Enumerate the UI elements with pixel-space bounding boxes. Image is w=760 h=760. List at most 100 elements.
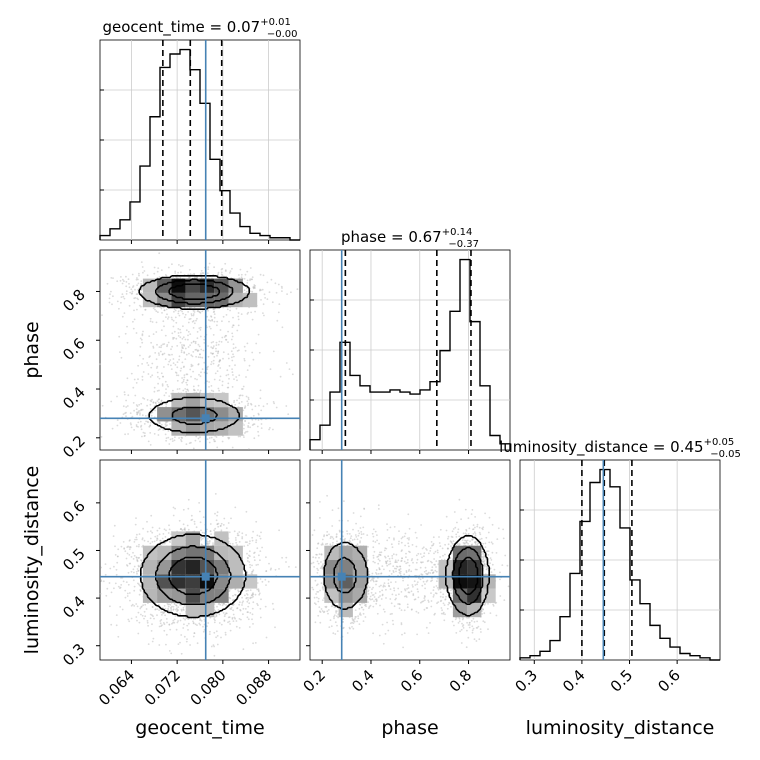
scatter-point [266,298,269,301]
scatter-point [182,347,185,349]
scatter-point [176,388,179,391]
scatter-point [139,414,141,416]
scatter-point [123,391,126,393]
scatter-point [133,541,136,543]
scatter-point [105,594,108,597]
scatter-point [182,608,185,611]
scatter-point [251,539,254,542]
scatter-point [136,605,139,608]
scatter-point [132,579,135,582]
scatter-point [221,320,223,323]
scatter-point [193,272,196,275]
scatter-point [113,565,115,568]
scatter-point [219,375,222,378]
scatter-point [227,522,230,524]
scatter-point [123,297,126,300]
scatter-point [163,325,165,328]
scatter-point [181,344,183,346]
scatter-point [281,326,284,329]
scatter-point [234,364,236,367]
scatter-point [139,412,141,415]
scatter-point [268,428,270,431]
scatter-point [153,433,156,435]
scatter-point [153,540,156,543]
scatter-point [192,370,195,373]
scatter-point [192,351,195,353]
scatter-point [137,426,139,428]
scatter-point [116,280,119,283]
scatter-point [246,282,249,284]
hist-title-phase: phase = 0.67+0.14 −0.37 [341,227,479,250]
scatter-point [147,440,150,443]
scatter-point [215,636,218,639]
scatter-point [140,261,143,263]
scatter-point [122,541,125,543]
scatter-point [133,409,136,412]
scatter-point [142,397,144,399]
scatter-point [169,628,172,631]
scatter-point [182,366,185,368]
scatter-point [243,359,246,362]
scatter-point [121,282,124,285]
scatter-point [149,317,152,320]
scatter-point [168,524,170,527]
truth-marker [201,414,210,423]
scatter-point [217,609,220,611]
scatter-point [241,394,244,397]
scatter-point [227,357,230,360]
scatter-point [259,389,262,392]
scatter-point [156,390,159,392]
hist-panel-geocent_time: geocent_time = 0.07+0.01 −0.00 [99,17,301,244]
scatter-point [200,272,202,275]
scatter-point [112,535,115,537]
scatter-point [242,613,244,616]
scatter-point [179,528,182,530]
scatter-point [213,631,216,634]
scatter-point [165,643,167,646]
scatter-point [170,652,173,655]
scatter-point [190,354,193,357]
scatter-point [182,325,184,328]
scatter-point [215,347,217,350]
scatter-point [245,510,248,513]
scatter-point [220,522,223,525]
scatter-point [230,517,232,520]
scatter-point [149,613,152,616]
scatter-point [119,586,122,589]
scatter-point [157,382,160,385]
scatter-point [199,329,202,331]
scatter-point [269,427,271,429]
scatter-point [176,345,179,347]
scatter-point [189,333,192,335]
scatter-point [116,395,118,398]
scatter-point [186,638,188,640]
scatter-point [202,625,204,628]
scatter-point [238,627,241,629]
scatter-point [246,369,249,371]
scatter-point [171,332,174,335]
scatter-point [257,333,260,336]
scatter-point [196,378,198,381]
scatter-point [256,602,258,605]
scatter-point [116,419,119,421]
scatter-point [117,555,119,558]
scatter-point [156,400,159,402]
scatter-point [125,557,128,560]
scatter-point [155,358,158,361]
scatter-point [214,609,217,612]
scatter-point [133,565,136,568]
scatter-point [158,401,160,404]
scatter-point [201,310,204,313]
scatter-point [200,348,203,351]
scatter-point [218,389,221,392]
scatter-point [141,375,144,378]
scatter-point [135,538,138,541]
scatter-point [140,402,143,405]
scatter-point [161,353,164,356]
scatter-point [217,350,220,353]
scatter-point [212,334,215,336]
scatter-point [294,566,297,568]
scatter-point [163,309,166,312]
scatter-point [238,397,241,400]
scatter-point [155,367,158,369]
